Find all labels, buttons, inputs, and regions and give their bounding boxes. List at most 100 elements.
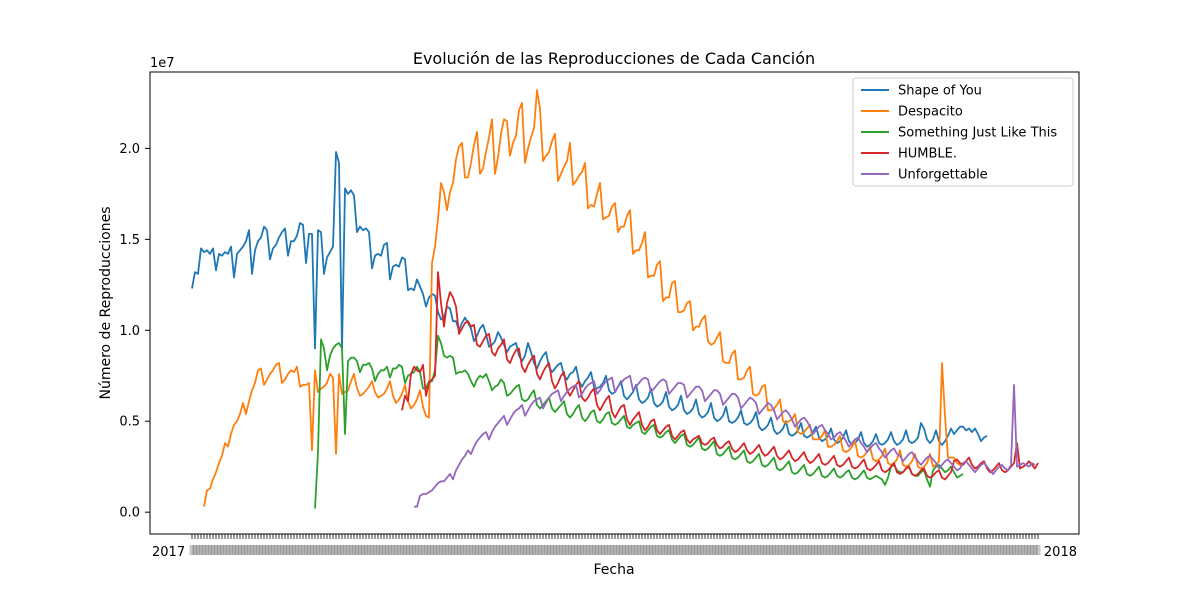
legend-label: Unforgettable <box>898 168 988 183</box>
x-tick-label-glyph <box>873 545 879 555</box>
x-tick-label-glyph <box>642 545 648 555</box>
x-tick-label-glyph <box>963 545 969 555</box>
x-tick-label-glyph <box>855 545 861 555</box>
x-tick-label-glyph <box>222 545 228 555</box>
x-tick-label-glyph <box>384 545 390 555</box>
x-tick-label-glyph <box>318 545 324 555</box>
x-tick-label-glyph <box>957 545 963 555</box>
y-tick-label: 0.5 <box>119 415 140 430</box>
x-tick-label-glyph <box>282 545 288 555</box>
x-tick-label-glyph <box>618 545 624 555</box>
x-tick-label-glyph <box>627 545 633 555</box>
x-tick-label-glyph <box>495 545 501 555</box>
legend-label: Something Just Like This <box>898 126 1057 141</box>
x-tick-label-glyph <box>504 545 510 555</box>
x-tick-label-glyph <box>555 545 561 555</box>
x-tick-label-glyph <box>816 545 822 555</box>
x-tick-label-glyph <box>492 545 498 555</box>
x-tick-label-glyph <box>606 545 612 555</box>
x-tick-label-glyph <box>780 545 786 555</box>
x-tick-label-glyph <box>696 545 702 555</box>
x-tick-label-glyph <box>969 545 975 555</box>
x-tick-label-glyph <box>789 545 795 555</box>
x-tick-label-glyph <box>444 545 450 555</box>
x-tick-label-glyph <box>375 545 381 555</box>
x-tick-label-glyph <box>705 545 711 555</box>
x-tick-label-glyph <box>660 545 666 555</box>
x-tick-label-glyph <box>393 545 399 555</box>
x-tick-label-glyph <box>993 545 999 555</box>
x-tick-label-glyph <box>522 545 528 555</box>
x-tick-label-glyph <box>654 545 660 555</box>
x-tick-label-glyph <box>423 545 429 555</box>
x-tick-label-glyph <box>564 545 570 555</box>
x-tick-label-glyph <box>396 545 402 555</box>
x-tick-label-glyph <box>792 545 798 555</box>
x-tick-label-glyph <box>1005 545 1011 555</box>
x-tick-label-glyph <box>408 545 414 555</box>
x-tick-label-glyph <box>933 545 939 555</box>
x-tick-label-glyph <box>582 545 588 555</box>
x-tick-label-glyph <box>558 545 564 555</box>
x-tick-label-glyph <box>579 545 585 555</box>
x-tick-label-glyph <box>732 545 738 555</box>
x-tick-label-glyph <box>207 545 213 555</box>
x-tick-label-glyph <box>612 545 618 555</box>
x-tick-label-glyph <box>225 545 231 555</box>
x-tick-label-glyph <box>1017 545 1023 555</box>
x-tick-label-glyph <box>930 545 936 555</box>
x-tick-label-glyph <box>1026 545 1032 555</box>
x-tick-label-glyph <box>459 545 465 555</box>
x-tick-label-glyph <box>999 545 1005 555</box>
x-tick-label-glyph <box>315 545 321 555</box>
x-tick-label-glyph <box>615 545 621 555</box>
x-tick-label-glyph <box>267 545 273 555</box>
x-tick-label-glyph <box>594 545 600 555</box>
x-tick-label-glyph <box>927 545 933 555</box>
x-tick-label-glyph <box>948 545 954 555</box>
x-tick-label-glyph <box>540 545 546 555</box>
x-tick-label-glyph <box>954 545 960 555</box>
plot-lines <box>191 89 1039 509</box>
x-tick-label-glyph <box>450 545 456 555</box>
x-tick-label-glyph <box>291 545 297 555</box>
x-tick-label-glyph <box>1032 545 1038 555</box>
x-tick-label-glyph <box>720 545 726 555</box>
x-tick-label-glyph <box>600 545 606 555</box>
x-tick-label-glyph <box>684 545 690 555</box>
x-tick-label-glyph <box>372 545 378 555</box>
x-tick-label-glyph <box>624 545 630 555</box>
x-tick-label-glyph <box>279 545 285 555</box>
x-tick-label-glyph <box>204 545 210 555</box>
x-tick-label-glyph <box>903 545 909 555</box>
x-tick-label-glyph <box>1023 545 1029 555</box>
x-tick-label-glyph <box>1014 545 1020 555</box>
x-tick-label-glyph <box>591 545 597 555</box>
x-tick-label-glyph <box>609 545 615 555</box>
x-tick-label-glyph <box>987 545 993 555</box>
x-tick-label-glyph <box>981 545 987 555</box>
x-tick-label-glyph <box>960 545 966 555</box>
legend: Shape of You Despacito Something Just Like… <box>852 77 1074 187</box>
x-tick-label-glyph <box>702 545 708 555</box>
x-tick-label-glyph <box>639 545 645 555</box>
x-tick-label-glyph <box>906 545 912 555</box>
x-tick-label-glyph <box>735 545 741 555</box>
x-tick-label-glyph <box>870 545 876 555</box>
x-tick-label-glyph <box>477 545 483 555</box>
x-tick-label-glyph <box>576 545 582 555</box>
x-tick-label-glyph <box>264 545 270 555</box>
x-tick-label-glyph <box>456 545 462 555</box>
x-tick-label-glyph <box>912 545 918 555</box>
x-tick-label-glyph <box>255 545 261 555</box>
x-tick-label-glyph <box>729 545 735 555</box>
x-tick-label-glyph <box>717 545 723 555</box>
x-tick-label-glyph <box>249 545 255 555</box>
x-tick-label-glyph <box>1002 545 1008 555</box>
x-tick-label-glyph <box>435 545 441 555</box>
x-tick-label-glyph <box>864 545 870 555</box>
series-line-2 <box>314 334 964 509</box>
x-tick-label-glyph <box>819 545 825 555</box>
legend-label: Despacito <box>898 105 963 120</box>
